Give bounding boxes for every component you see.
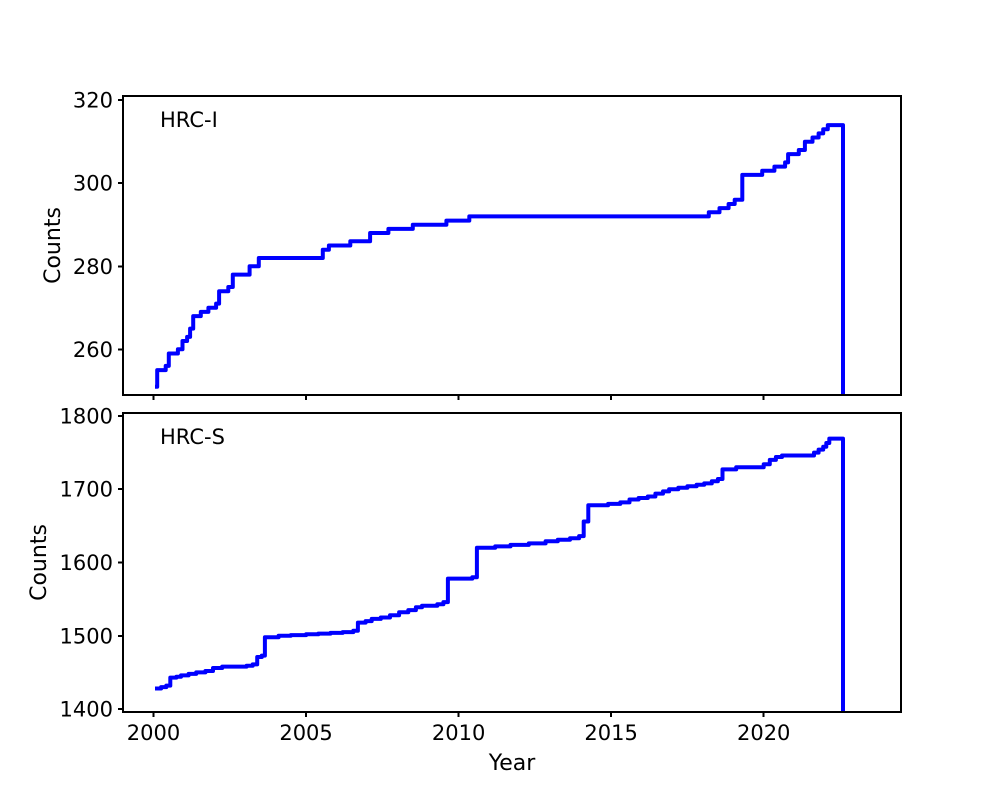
y-tick-label: 260: [73, 338, 113, 362]
y-tick-label: 1600: [60, 551, 113, 575]
y-axis-label: Counts: [27, 524, 52, 601]
x-tick-label: 2015: [584, 721, 637, 745]
axes-frame: [122, 95, 902, 396]
y-axis-label: Counts: [41, 207, 66, 284]
y-tick-label: 280: [73, 255, 113, 279]
x-tick-label: 2000: [127, 721, 180, 745]
x-axis-label: Year: [488, 751, 537, 776]
y-tick-label: 1500: [60, 624, 113, 648]
y-tick-label: 1400: [60, 698, 113, 722]
x-tick-label: 2020: [737, 721, 790, 745]
x-tick-label: 2010: [432, 721, 485, 745]
x-tick-label: 2005: [279, 721, 332, 745]
panel-label: HRC-S: [160, 425, 225, 449]
y-tick-label: 300: [73, 172, 113, 196]
panel-hrc-s: 1400 1500 1600 1700 1800 2000 2005 2010 2015 2020…: [27, 404, 902, 745]
panel-label: HRC-I: [160, 108, 218, 132]
hrc-s-series-line: [155, 436, 845, 712]
y-tick-label: 1700: [60, 478, 113, 502]
panel-hrc-i: 260 280 300 320 Counts HRC-I: [41, 89, 902, 400]
y-tick-label: 320: [73, 89, 113, 113]
hrc-i-series-line: [155, 123, 845, 395]
y-tick-label: 1800: [60, 404, 113, 428]
